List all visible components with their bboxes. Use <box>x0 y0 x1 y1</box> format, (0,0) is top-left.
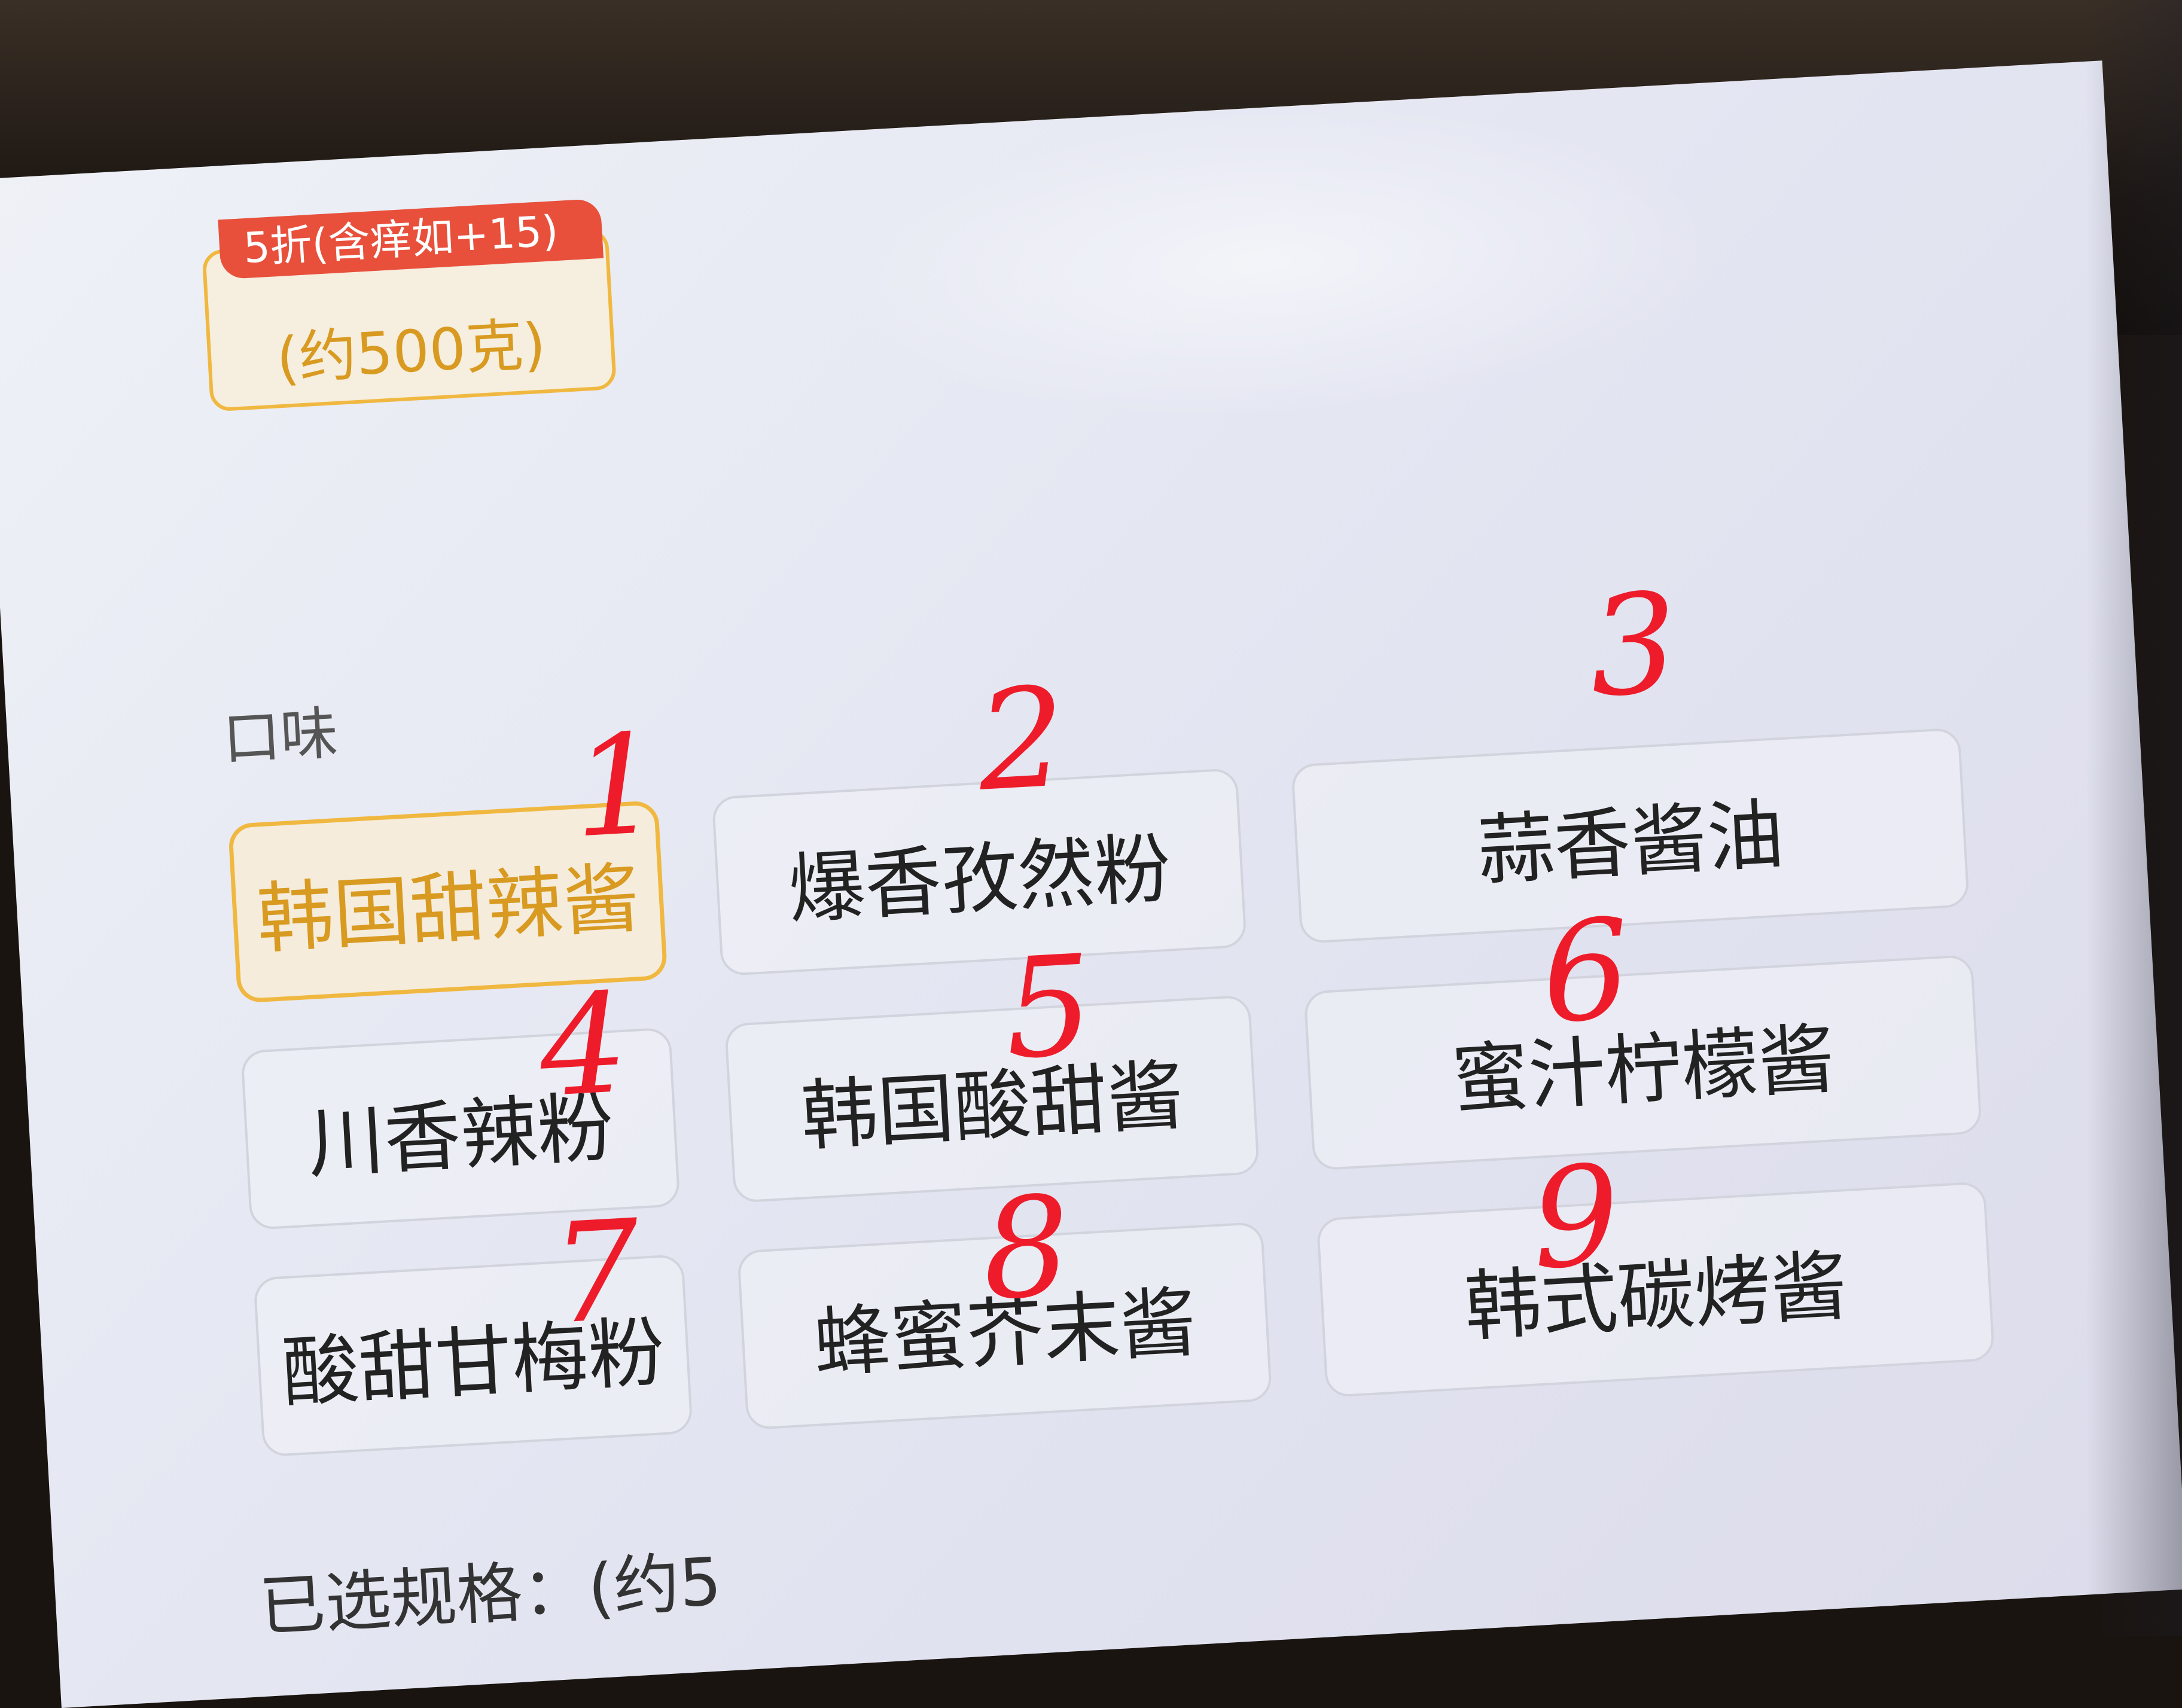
flavor-option-label: 韩式碳烤酱 <box>1462 1241 1850 1352</box>
flavor-option-label: 蒜香酱油 <box>1475 789 1786 896</box>
flavor-option-label: 蜂蜜芥末酱 <box>811 1277 1199 1389</box>
flavor-option-label: 韩国酸甜酱 <box>799 1051 1186 1161</box>
flavor-option-6[interactable]: 蜜汁柠檬酱 <box>1303 954 1983 1171</box>
product-spec-screen: 5折(含痒如+15) (约500克) 口味 韩国甜辣酱 爆香孜然粉 蒜香酱油 川… <box>0 60 2182 1708</box>
flavor-options-grid: 韩国甜辣酱 爆香孜然粉 蒜香酱油 川香辣粉 韩国酸甜酱 蜜汁柠檬酱 酸甜甘梅粉 … <box>215 564 2046 1518</box>
flavor-option-5[interactable]: 韩国酸甜酱 <box>724 995 1260 1203</box>
flavor-option-4[interactable]: 川香辣粉 <box>240 1027 681 1231</box>
flavor-option-8[interactable]: 蜂蜜芥末酱 <box>737 1221 1273 1431</box>
flavor-option-9[interactable]: 韩式碳烤酱 <box>1316 1181 1995 1398</box>
flavor-option-label: 酸甜甘梅粉 <box>280 1307 668 1418</box>
screen-edge-shadow <box>2086 0 2182 1636</box>
flavor-option-3[interactable]: 蒜香酱油 <box>1291 727 1970 944</box>
flavor-option-7[interactable]: 酸甜甘梅粉 <box>253 1253 693 1457</box>
flavor-option-label: 蜜汁柠檬酱 <box>1449 1014 1837 1125</box>
flavor-option-label: 爆香孜然粉 <box>786 824 1174 935</box>
flavor-section-title: 口味 <box>221 699 340 773</box>
annotation-number: 3 <box>1585 563 1682 728</box>
flavor-option-label: 川香辣粉 <box>305 1082 617 1189</box>
screen-glare <box>812 83 1726 444</box>
flavor-option-2[interactable]: 爆香孜然粉 <box>711 767 1247 977</box>
selected-spec-summary: 已选规格：(约5 <box>257 1543 724 1646</box>
flavor-option-1[interactable]: 韩国甜辣酱 <box>227 800 668 1004</box>
flavor-option-label: 韩国甜辣酱 <box>254 853 642 965</box>
